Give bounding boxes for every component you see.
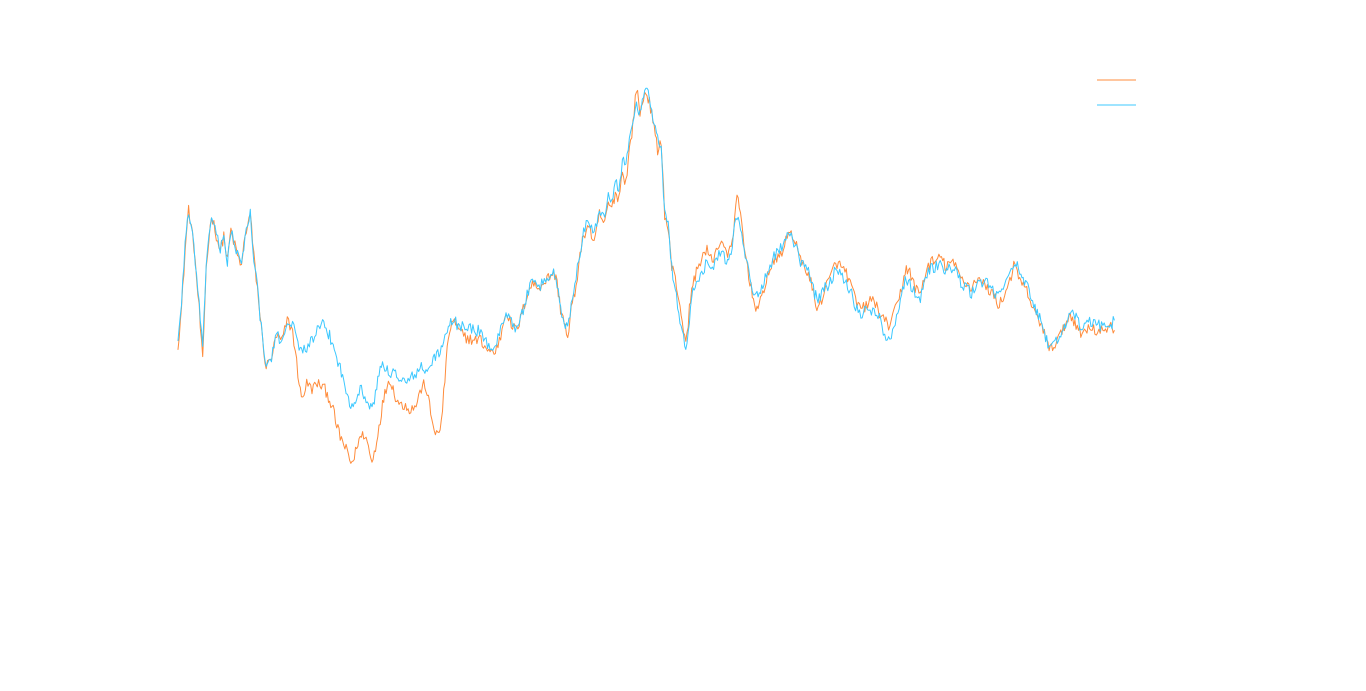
series-line-2 bbox=[177, 87, 1115, 410]
series-layer bbox=[177, 87, 1115, 464]
legend bbox=[1097, 79, 1136, 106]
